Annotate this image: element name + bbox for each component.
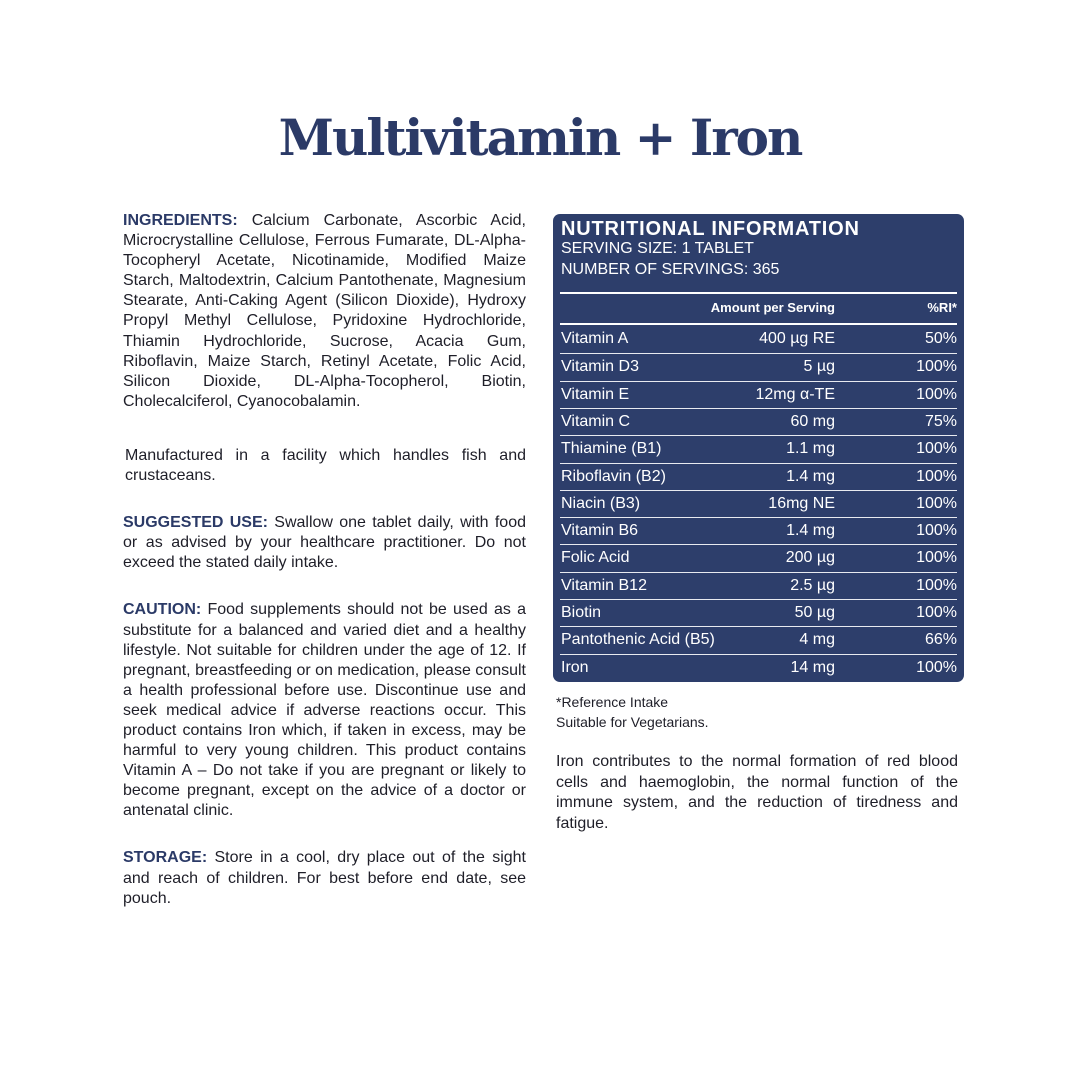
nutrient-name: Thiamine (B1) [561,440,662,458]
divider [560,323,957,325]
vegetarian-note: Suitable for Vegetarians. [556,714,709,730]
ingredients-text: Calcium Carbonate, Ascorbic Acid, Microc… [123,212,526,410]
nutrient-ri: 100% [916,440,957,458]
nutrition-title: NUTRITIONAL INFORMATION [561,218,860,240]
nutrient-row: Vitamin D3 5 µg 100% [560,353,957,381]
nutrient-row: Iron 14 mg 100% [560,653,957,682]
nutrient-ri: 50% [924,330,957,347]
nutrient-name: Folic Acid [561,549,630,567]
nutrient-name: Vitamin D3 [561,358,639,376]
nutrient-amount: 4 mg [799,631,835,649]
storage-text: Store in a cool, dry place out of the si… [123,849,526,907]
nutrient-ri: 100% [916,576,957,594]
nutrient-name: Vitamin A [561,330,629,347]
nutrient-ri: 100% [916,604,957,621]
nutrient-amount: 1.1 mg [786,440,835,458]
nutrient-amount: 2.5 µg [790,576,835,594]
nutrient-row: Riboflavin (B2) 1.4 mg 100% [560,462,957,491]
storage: STORAGE: Store in a cool, dry place out … [123,848,526,908]
nutrition-panel: NUTRITIONAL INFORMATION SERVING SIZE: 1 … [553,214,964,682]
nutrient-ri: 100% [916,549,957,567]
nutrient-name: Riboflavin (B2) [561,467,666,485]
ri-header: %RI* [927,300,957,315]
nutrient-row: Vitamin B12 2.5 µg 100% [560,571,957,600]
nutrient-name: Vitamin B6 [561,522,639,540]
number-of-servings: NUMBER OF SERVINGS: 365 [561,261,780,278]
nutrient-ri: 75% [924,412,957,430]
iron-claim: Iron contributes to the normal formation… [556,753,958,833]
nutrient-row: Vitamin B6 1.4 mg 100% [560,517,957,545]
nutrient-amount: 50 µg [794,604,835,621]
ingredients-label: INGREDIENTS: [123,212,238,229]
ingredients: INGREDIENTS: Calcium Carbonate, Ascorbic… [123,211,526,412]
nutrient-amount: 1.4 mg [786,467,835,485]
nutrient-name: Vitamin C [561,412,631,430]
notes: *Reference Intake Suitable for Vegetaria… [556,692,709,732]
nutrient-amount: 14 mg [790,658,835,676]
suggested-use: SUGGESTED USE: Swallow one tablet daily,… [123,513,526,573]
nutrient-name: Pantothenic Acid (B5) [561,631,715,649]
reference-intake-footnote: *Reference Intake [556,694,669,710]
product-title: Multivitamin + Iron [278,108,804,167]
nutrient-name: Vitamin B12 [561,576,647,594]
amount-header: Amount per Serving [710,300,835,315]
nutrient-row: Vitamin E 12mg α-TE 100% [560,380,957,409]
nutrient-ri: 100% [916,358,957,376]
nutrient-ri: 66% [924,631,957,649]
nutrient-row: Biotin 50 µg 100% [560,599,957,627]
nutrient-amount: 60 mg [790,412,835,430]
nutrient-ri: 100% [916,385,957,403]
nutrient-row: Vitamin C 60 mg 75% [560,407,957,436]
nutrient-name: Iron [561,658,589,676]
nutrient-name: Vitamin E [561,385,630,403]
serving-size: SERVING SIZE: 1 TABLET [561,240,754,257]
nutrient-amount: 16mg NE [768,494,835,512]
nutrient-row: Thiamine (B1) 1.1 mg 100% [560,435,957,463]
suggested-use-text: Swallow one tablet daily, with food or a… [123,514,526,572]
nutrient-row: Pantothenic Acid (B5) 4 mg 66% [560,626,957,654]
nutrient-amount: 12mg α-TE [755,385,836,403]
nutrient-ri: 100% [916,467,957,485]
nutrient-amount: 400 µg RE [759,330,835,347]
allergen-note: Manufactured in a facility which handles… [125,446,526,485]
nutrient-ri: 100% [916,494,957,512]
table-header: Amount per Serving %RI* [560,300,957,320]
suggested-use-label: SUGGESTED USE: [123,514,268,532]
caution-text: Food supplements should not be used as a… [123,601,526,820]
divider [560,292,957,294]
nutrient-amount: 5 µg [803,358,835,376]
nutrient-row: Folic Acid 200 µg 100% [560,544,957,572]
nutrient-amount: 200 µg [785,549,835,567]
nutrient-name: Niacin (B3) [561,494,641,512]
nutrient-name: Biotin [561,604,602,621]
caution: CAUTION: Food supplements should not be … [123,600,526,821]
nutrient-ri: 100% [916,658,957,676]
nutrient-row: Vitamin A 400 µg RE 50% [560,326,957,353]
caution-label: CAUTION: [123,601,202,619]
nutrient-ri: 100% [916,522,957,540]
nutrient-row: Niacin (B3) 16mg NE 100% [560,489,957,518]
label-text-column: INGREDIENTS: Calcium Carbonate, Ascorbic… [123,211,526,929]
storage-label: STORAGE: [123,849,208,867]
nutrient-amount: 1.4 mg [786,522,835,540]
